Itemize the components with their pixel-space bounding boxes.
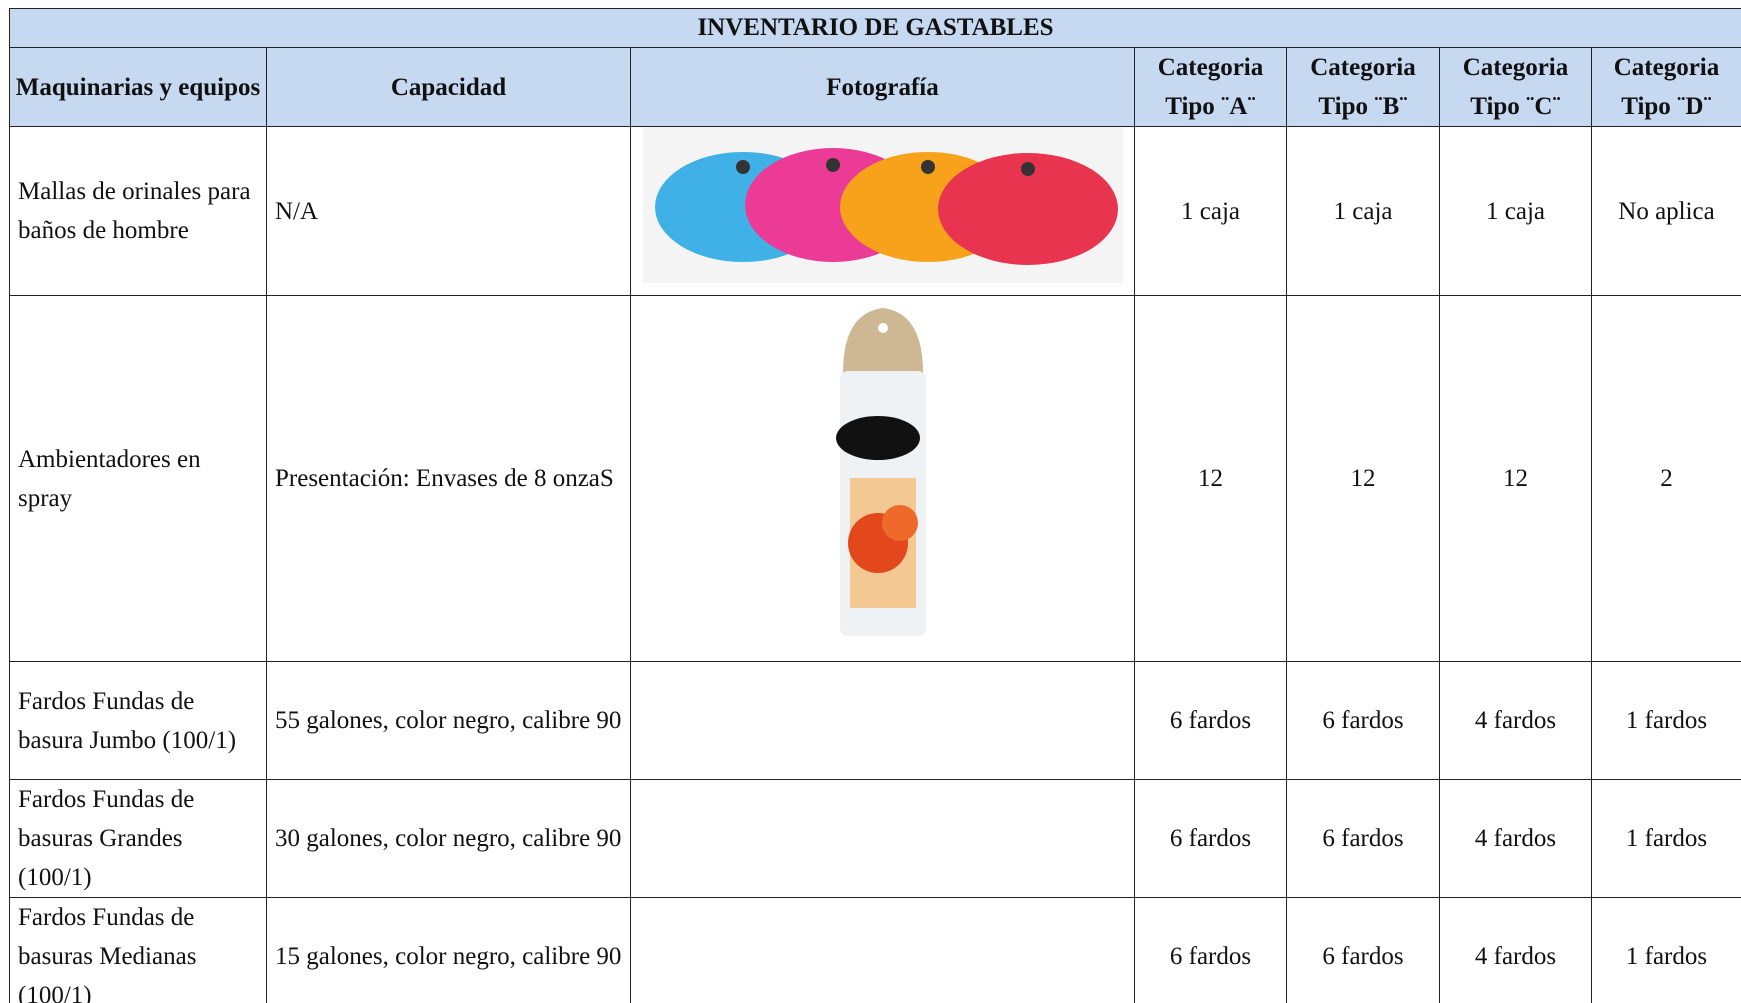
category-cell: 1 fardos [1590,779,1741,898]
category-cell: 6 fardos [1134,897,1287,1003]
column-header: Capacidad [266,47,631,127]
photo-cell [630,779,1135,898]
item-cell: Ambientadores en spray [9,295,267,662]
category-cell: 4 fardos [1439,779,1592,898]
spray-can-photo [835,307,926,636]
photo-cell [630,897,1135,1003]
capacity-cell: 15 galones, color negro, calibre 90 [266,897,631,1003]
photo-cell [630,295,1135,662]
category-cell: 12 [1134,295,1287,662]
item-cell: Fardos Fundas de basura Jumbo (100/1) [9,661,267,780]
capacity-cell: 55 galones, color negro, calibre 90 [266,661,631,780]
category-cell: 1 caja [1286,126,1440,296]
column-header: Fotografía [630,47,1135,127]
column-header: Maquinarias y equipos [9,47,267,127]
table-title: INVENTARIO DE GASTABLES [8,8,1741,48]
category-cell: 4 fardos [1439,661,1592,780]
category-cell: 1 caja [1134,126,1287,296]
photo-cell [630,126,1135,296]
column-header: Categoria Tipo ¨C¨ [1439,47,1592,127]
item-cell: Fardos Fundas de basuras Medianas (100/1… [9,897,267,1003]
column-header: Categoria Tipo ¨D¨ [1590,47,1741,127]
category-cell: 2 [1590,295,1741,662]
category-cell: 6 fardos [1286,779,1440,898]
capacity-cell: Presentación: Envases de 8 onzaS [266,295,631,662]
item-cell: Mallas de orinales para baños de hombre [9,126,267,296]
category-cell: 6 fardos [1134,661,1287,780]
category-cell: 6 fardos [1134,779,1287,898]
category-cell: 1 fardos [1590,661,1741,780]
inventory-table: INVENTARIO DE GASTABLES Maquinarias y eq… [8,8,1741,1003]
category-cell: 1 fardos [1590,897,1741,1003]
urinal-screens-photo [642,127,1123,283]
item-cell: Fardos Fundas de basuras Grandes (100/1) [9,779,267,898]
category-cell: No aplica [1590,126,1741,296]
category-cell: 6 fardos [1286,897,1440,1003]
category-cell: 6 fardos [1286,661,1440,780]
capacity-cell: 30 galones, color negro, calibre 90 [266,779,631,898]
column-header: Categoria Tipo ¨B¨ [1286,47,1440,127]
capacity-cell: N/A [266,126,631,296]
category-cell: 1 caja [1439,126,1592,296]
photo-cell [630,661,1135,780]
column-header: Categoria Tipo ¨A¨ [1134,47,1287,127]
category-cell: 12 [1286,295,1440,662]
category-cell: 12 [1439,295,1592,662]
category-cell: 4 fardos [1439,897,1592,1003]
